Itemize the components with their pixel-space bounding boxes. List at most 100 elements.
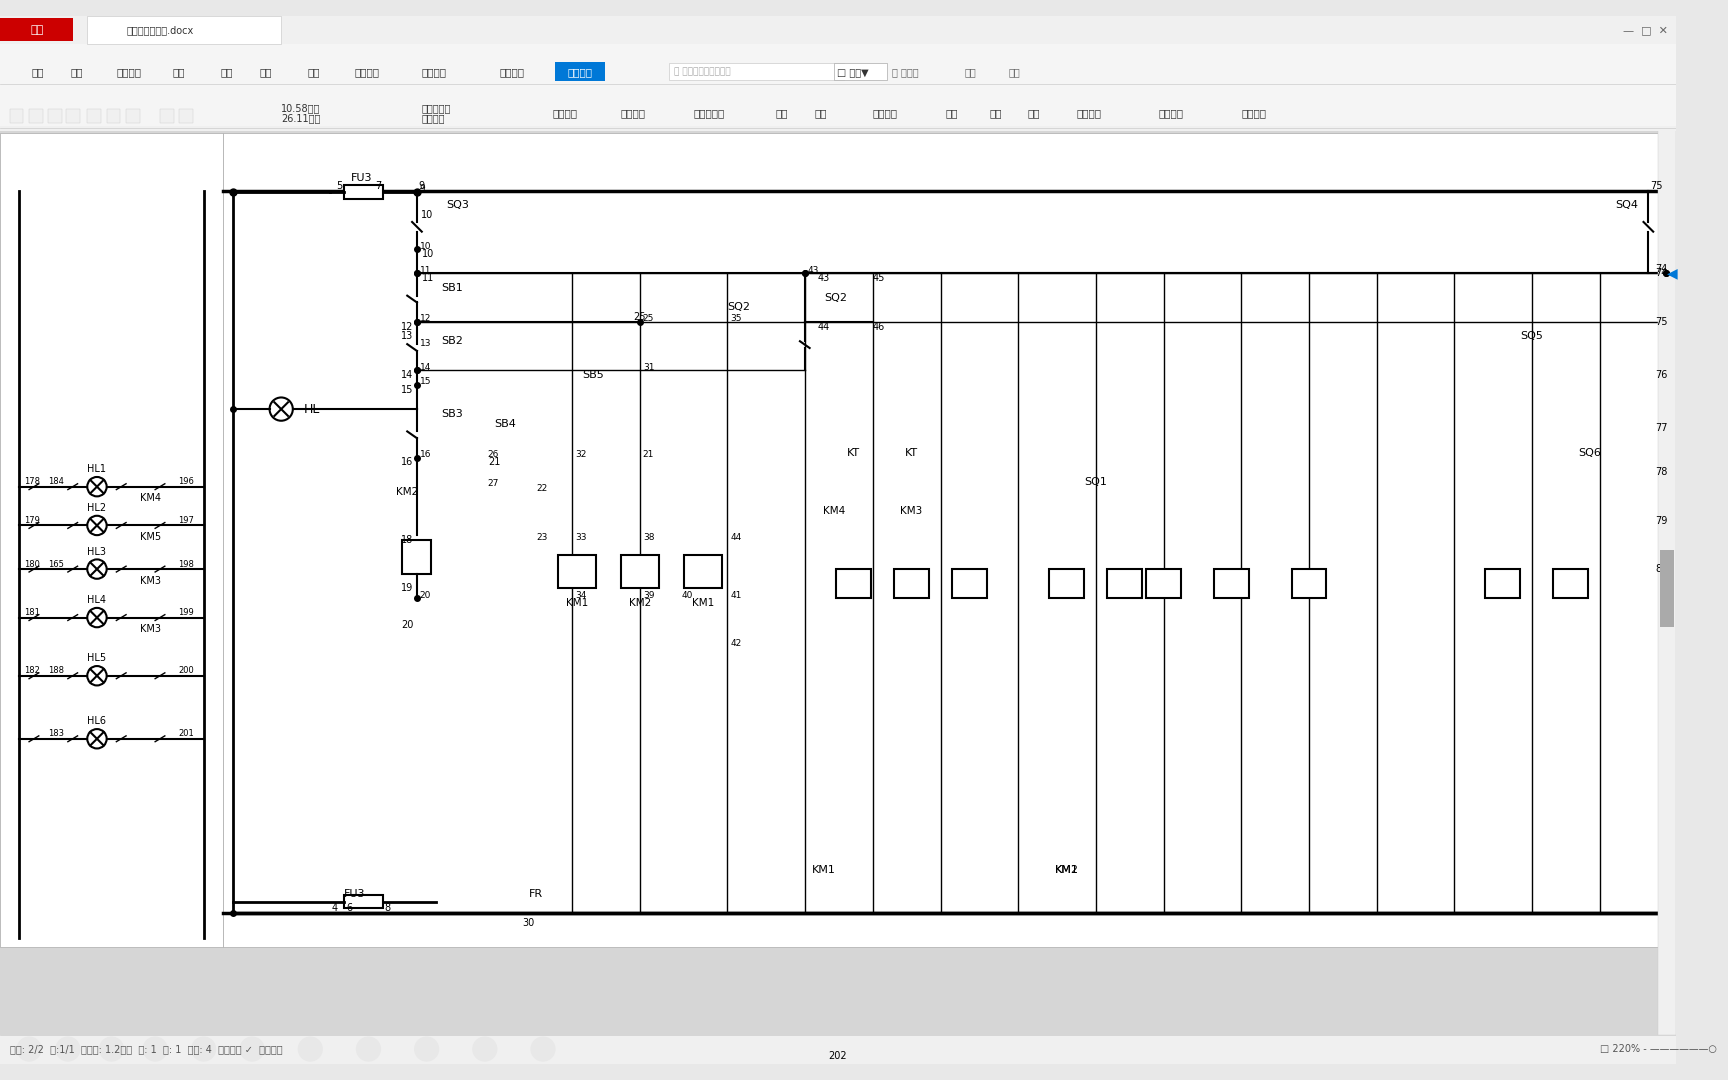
- Text: 视图: 视图: [259, 67, 271, 77]
- Text: 26.11厘米: 26.11厘米: [282, 113, 321, 123]
- Text: HL: HL: [304, 403, 320, 416]
- Bar: [1215, 569, 1249, 598]
- Text: 184: 184: [48, 477, 64, 486]
- Text: 20: 20: [401, 620, 413, 631]
- Text: 21: 21: [489, 458, 501, 468]
- Text: 198: 198: [178, 559, 194, 569]
- Circle shape: [270, 397, 292, 421]
- Text: 74: 74: [1655, 268, 1668, 279]
- Circle shape: [88, 516, 107, 536]
- Bar: [88, 109, 100, 123]
- Bar: [0, 16, 1676, 43]
- Text: 效果: 效果: [814, 108, 828, 119]
- Text: SQ2: SQ2: [824, 293, 847, 302]
- Text: 74: 74: [1655, 264, 1668, 273]
- Text: KM1: KM1: [1054, 865, 1078, 875]
- Text: 23: 23: [536, 532, 548, 541]
- Text: KM3: KM3: [140, 624, 161, 634]
- Bar: [0, 1035, 1676, 1064]
- Text: SQ6: SQ6: [1579, 448, 1602, 458]
- Text: 上移一层: 上移一层: [1077, 108, 1101, 119]
- Text: 40: 40: [681, 591, 693, 599]
- Text: 色彩: 色彩: [776, 108, 788, 119]
- Bar: [0, 43, 1676, 84]
- Text: 25: 25: [643, 314, 655, 323]
- Circle shape: [88, 559, 107, 579]
- Text: 旋转: 旋转: [945, 108, 957, 119]
- Text: SB4: SB4: [494, 419, 517, 429]
- Text: □ 220% - ——————○: □ 220% - ——————○: [1600, 1044, 1716, 1054]
- Text: 会员专享: 会员专享: [422, 67, 448, 77]
- Bar: [180, 109, 194, 123]
- Text: KT: KT: [847, 448, 861, 458]
- Text: 12: 12: [420, 314, 432, 323]
- Circle shape: [472, 1037, 498, 1062]
- Text: KM1: KM1: [691, 598, 714, 608]
- Text: 78: 78: [1655, 468, 1668, 477]
- Text: 页面布局: 页面布局: [116, 67, 142, 77]
- Text: FU3: FU3: [344, 889, 366, 899]
- Text: 图片设计: 图片设计: [553, 108, 577, 119]
- Bar: [555, 62, 605, 81]
- Text: 43: 43: [817, 273, 829, 283]
- Text: KM2: KM2: [396, 486, 418, 497]
- Text: 44: 44: [817, 322, 829, 332]
- Text: 8: 8: [385, 904, 391, 914]
- Text: —  □  ✕: — □ ✕: [1623, 25, 1668, 35]
- Bar: [1486, 569, 1521, 598]
- Text: 30: 30: [522, 918, 534, 928]
- Text: 178: 178: [24, 477, 40, 486]
- Text: 27: 27: [487, 480, 499, 488]
- Text: 21: 21: [643, 450, 655, 459]
- Text: 插入: 插入: [71, 67, 83, 77]
- Text: 182: 182: [24, 666, 40, 675]
- Text: 13: 13: [420, 339, 432, 348]
- Text: 协作: 协作: [964, 67, 976, 77]
- Text: 32: 32: [575, 450, 586, 459]
- Circle shape: [530, 1037, 556, 1062]
- Text: 180: 180: [24, 559, 40, 569]
- Text: 🔍 查找命令，搜索模板: 🔍 查找命令，搜索模板: [674, 67, 731, 77]
- Text: KM4: KM4: [140, 494, 161, 503]
- Text: KT: KT: [905, 448, 918, 458]
- Bar: [836, 569, 871, 598]
- Bar: [161, 109, 173, 123]
- Text: KM5: KM5: [140, 532, 161, 542]
- Text: 重设大小: 重设大小: [422, 113, 446, 123]
- Text: KM2: KM2: [629, 598, 651, 608]
- Text: 重设样式: 重设样式: [873, 108, 897, 119]
- Text: 环绕: 环绕: [1028, 108, 1040, 119]
- Text: 14: 14: [420, 363, 432, 372]
- Text: 13: 13: [401, 332, 413, 341]
- Text: 199: 199: [178, 608, 194, 618]
- Text: FR: FR: [529, 889, 543, 899]
- Bar: [88, 16, 282, 43]
- Text: KM3: KM3: [900, 505, 923, 516]
- Bar: [0, 127, 1676, 1064]
- Circle shape: [415, 1037, 439, 1062]
- Text: 稿壳: 稿壳: [29, 25, 43, 35]
- Bar: [10, 109, 22, 123]
- Text: SQ1: SQ1: [1083, 477, 1108, 487]
- Text: 31: 31: [643, 363, 655, 372]
- Bar: [403, 540, 432, 573]
- Text: 抠除背景: 抠除背景: [620, 108, 646, 119]
- Text: 页面: 2/2  节:1/1  设置值: 1.2厘米  行: 1  列: 1  字数: 4  拼写检查 ✓  文档校对: 页面: 2/2 节:1/1 设置值: 1.2厘米 行: 1 列: 1 字数: 4…: [10, 1044, 282, 1054]
- Bar: [669, 63, 843, 80]
- Text: 77: 77: [1655, 423, 1668, 433]
- Bar: [0, 18, 73, 41]
- Bar: [893, 569, 930, 598]
- Circle shape: [88, 729, 107, 748]
- Text: KM3: KM3: [140, 576, 161, 585]
- Bar: [0, 133, 223, 947]
- Text: HL2: HL2: [88, 503, 107, 513]
- Text: 引用: 引用: [173, 67, 185, 77]
- Circle shape: [98, 1037, 124, 1062]
- Text: 75: 75: [1655, 316, 1668, 327]
- Text: 审阅: 审阅: [221, 67, 233, 77]
- Text: 6: 6: [346, 904, 353, 914]
- Text: □ 边框▼: □ 边框▼: [836, 67, 869, 77]
- Text: 7: 7: [375, 181, 382, 191]
- Text: SB5: SB5: [582, 370, 603, 380]
- Text: 181: 181: [24, 608, 40, 618]
